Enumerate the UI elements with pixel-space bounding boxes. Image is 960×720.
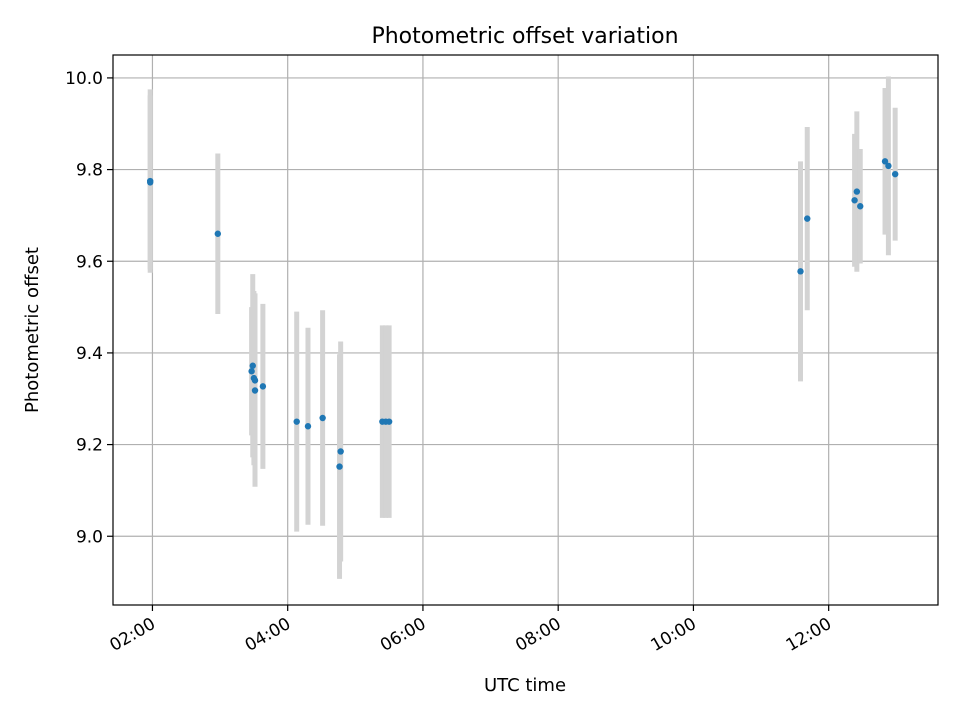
- data-points: [146, 158, 899, 470]
- y-tick-label: 9.6: [76, 252, 103, 272]
- data-point: [251, 377, 259, 384]
- y-tick-label: 10.0: [65, 69, 103, 89]
- data-point: [146, 179, 154, 186]
- data-point: [385, 418, 393, 425]
- y-tick-label: 9.4: [76, 344, 103, 364]
- data-point: [804, 215, 811, 222]
- data-point: [336, 463, 343, 470]
- data-point: [319, 414, 326, 422]
- x-axis-title: UTC time: [484, 675, 566, 696]
- data-point: [885, 162, 892, 170]
- data-point: [251, 387, 259, 394]
- data-point: [304, 423, 312, 430]
- y-tick-label: 9.0: [76, 527, 103, 547]
- data-point: [214, 230, 222, 237]
- data-point: [881, 158, 889, 165]
- data-point: [337, 448, 344, 455]
- plot-frame: [112, 54, 939, 606]
- data-point: [857, 203, 864, 210]
- data-point: [891, 170, 899, 178]
- data-point: [851, 197, 858, 204]
- y-tick-label: 9.8: [76, 161, 103, 181]
- chart-title: Photometric offset variation: [371, 24, 678, 49]
- data-point: [293, 418, 300, 425]
- data-point: [249, 362, 256, 369]
- data-point: [248, 368, 255, 375]
- data-point: [853, 188, 861, 195]
- data-point: [259, 383, 267, 390]
- data-point: [797, 268, 804, 275]
- y-tick-label: 9.2: [76, 436, 103, 456]
- y-axis-title: Photometric offset: [22, 247, 43, 413]
